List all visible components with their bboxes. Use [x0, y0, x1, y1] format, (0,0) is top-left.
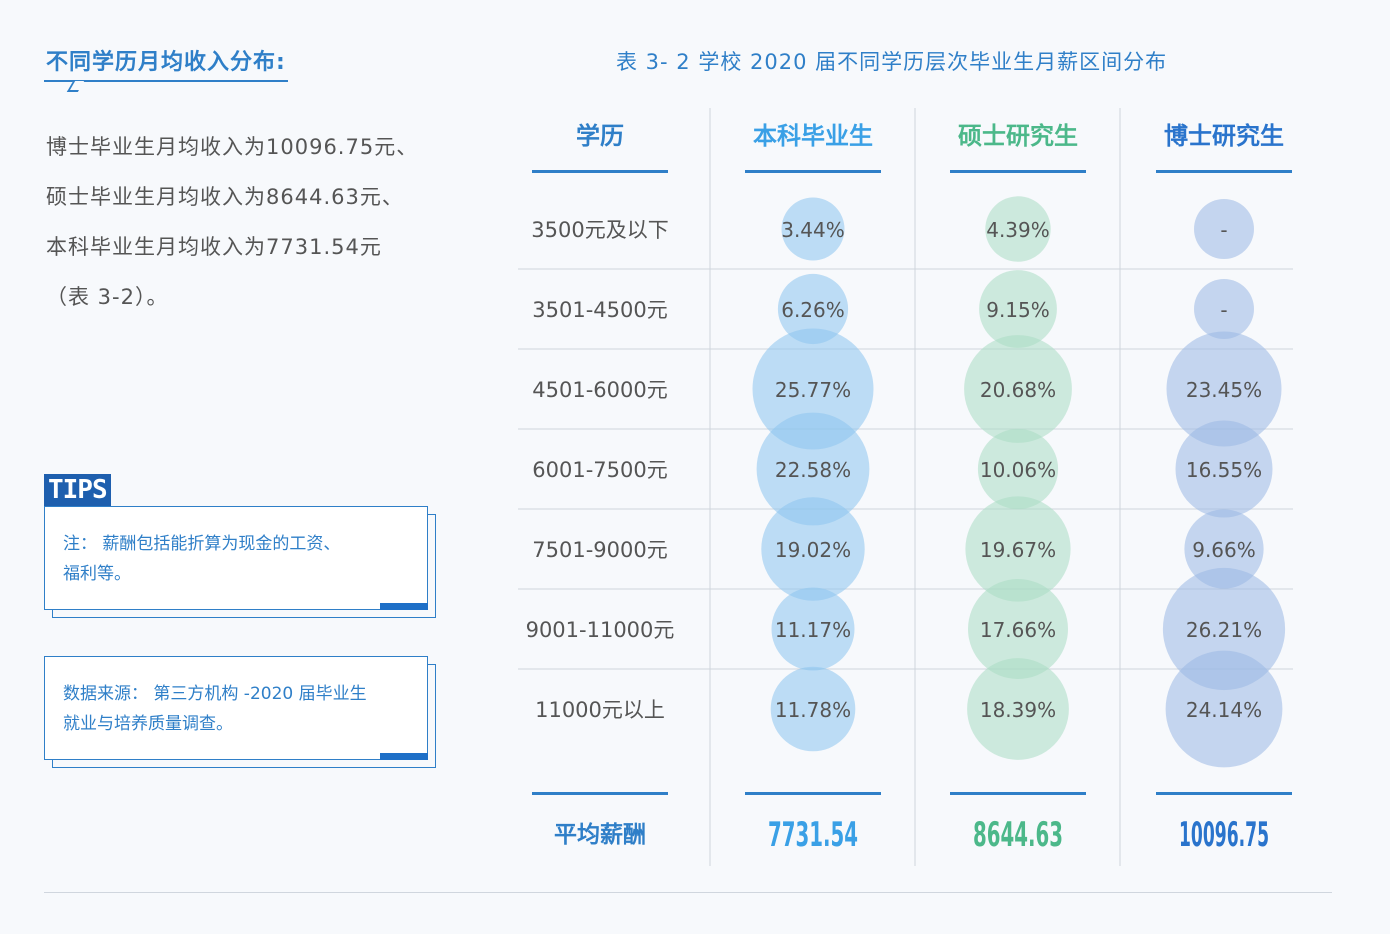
row-label: 9001-11000元 [526, 618, 675, 642]
bubble-phd [1194, 199, 1254, 259]
footer-overline [950, 792, 1086, 795]
heading-underline [44, 80, 288, 82]
section-heading: 不同学历月均收入分布: [46, 50, 286, 75]
row-label: 4501-6000元 [532, 378, 667, 402]
row-label: 3501-4500元 [532, 298, 667, 322]
header-phd: 博士研究生 [1164, 122, 1284, 150]
bubble-master [965, 496, 1071, 602]
row-label: 6001-7500元 [532, 458, 667, 482]
bubble-phd [1166, 331, 1282, 447]
bottom-divider [44, 892, 1332, 893]
value-label-phd: 23.45% [1186, 378, 1262, 402]
source-box: 数据来源： 第三方机构 -2020 届毕业生 就业与培养质量调查。 [44, 656, 428, 760]
bubble-master [985, 196, 1051, 262]
summary-line-bachelor: 本科毕业生月均收入为7731.54元 [46, 235, 382, 259]
value-label-phd: - [1220, 298, 1227, 322]
bubble-master [967, 658, 1069, 760]
value-label-master: 10.06% [980, 458, 1056, 482]
bubble-bachelor [752, 328, 874, 450]
header-row-label: 学历 [576, 122, 624, 150]
value-label-master: 19.67% [980, 538, 1056, 562]
average-value-master: 8644.63 [973, 815, 1063, 855]
bubble-phd [1165, 650, 1283, 768]
value-label-bachelor: 11.78% [775, 698, 851, 722]
bubble-phd [1184, 509, 1264, 589]
bubble-bachelor [771, 587, 855, 671]
bubble-bachelor [770, 666, 856, 752]
value-label-master: 20.68% [980, 378, 1056, 402]
value-label-master: 18.39% [980, 698, 1056, 722]
table-title: 表 3- 2 学校 2020 届不同学历层次毕业生月薪区间分布 [616, 50, 1168, 74]
average-value-bachelor: 7731.54 [768, 815, 858, 855]
row-label: 7501-9000元 [532, 538, 667, 562]
value-label-phd: 24.14% [1186, 698, 1262, 722]
header-underline [1156, 170, 1292, 173]
value-label-bachelor: 25.77% [775, 378, 851, 402]
header-underline [532, 170, 668, 173]
source-line: 就业与培养质量调查。 [63, 714, 233, 734]
source-line: 数据来源： 第三方机构 -2020 届毕业生 [63, 684, 367, 704]
value-label-master: 17.66% [980, 618, 1056, 642]
row-label: 3500元及以下 [531, 218, 668, 242]
value-label-bachelor: 3.44% [781, 218, 845, 242]
value-label-bachelor: 19.02% [775, 538, 851, 562]
bubble-bachelor [781, 197, 845, 261]
note-line: 注： 薪酬包括能折算为现金的工资、 [63, 534, 341, 554]
note-line: 福利等。 [63, 564, 131, 584]
bubble-phd [1194, 279, 1254, 339]
source-corner [380, 753, 428, 760]
header-underline [950, 170, 1086, 173]
tips-label: TIPS [44, 474, 111, 506]
header-underline [745, 170, 881, 173]
bubble-master [977, 428, 1059, 510]
bubble-master [968, 579, 1068, 679]
summary-line-ref: （表 3-2）。 [46, 285, 169, 309]
bubble-phd [1175, 420, 1273, 518]
bubble-master [964, 335, 1072, 443]
bubble-bachelor [777, 273, 849, 345]
bubble-bachelor [756, 412, 870, 526]
value-label-phd: 16.55% [1186, 458, 1262, 482]
summary-line-phd: 博士毕业生月均收入为10096.75元、 [46, 135, 419, 159]
value-label-master: 9.15% [986, 298, 1050, 322]
row-label: 11000元以上 [535, 698, 665, 722]
header-master: 硕士研究生 [958, 122, 1078, 150]
average-label: 平均薪酬 [554, 821, 646, 848]
value-label-bachelor: 11.17% [775, 618, 851, 642]
footer-overline [532, 792, 668, 795]
value-label-phd: - [1220, 218, 1227, 242]
value-label-bachelor: 22.58% [775, 458, 851, 482]
value-label-phd: 26.21% [1186, 618, 1262, 642]
summary-line-master: 硕士毕业生月均收入为8644.63元、 [46, 185, 404, 209]
value-label-bachelor: 6.26% [781, 298, 845, 322]
value-label-phd: 9.66% [1192, 538, 1256, 562]
bubble-master [979, 270, 1057, 348]
income-summary: 博士毕业生月均收入为10096.75元、 硕士毕业生月均收入为8644.63元、… [46, 122, 466, 322]
average-value-phd: 10096.75 [1179, 815, 1269, 855]
note-corner [380, 603, 428, 610]
footer-overline [1156, 792, 1292, 795]
bubble-bachelor [761, 497, 865, 601]
header-bachelor: 本科毕业生 [753, 122, 873, 150]
note-box: 注： 薪酬包括能折算为现金的工资、 福利等。 [44, 506, 428, 610]
value-label-master: 4.39% [986, 218, 1050, 242]
footer-overline [745, 792, 881, 795]
